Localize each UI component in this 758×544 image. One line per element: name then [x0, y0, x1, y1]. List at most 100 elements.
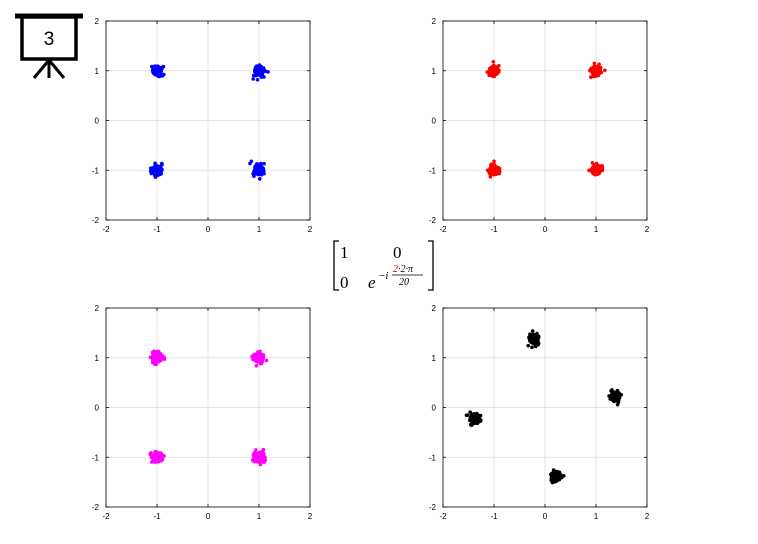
sample-point	[154, 169, 158, 174]
sample-point	[487, 70, 491, 74]
sample-point	[617, 391, 621, 396]
sample-point	[588, 68, 592, 73]
sample-point	[477, 417, 481, 421]
sample-point	[551, 468, 556, 472]
sample-point	[251, 173, 256, 178]
x-tick-label: -1	[153, 225, 161, 234]
sample-point	[528, 332, 532, 337]
x-tick-label: 2	[645, 225, 650, 234]
x-tick-label: 2	[645, 512, 650, 521]
y-tick-label: 0	[432, 117, 437, 126]
sample-point	[603, 68, 607, 73]
sample-point	[260, 171, 264, 175]
matrix-fraction-numerator: 2·2·π	[393, 264, 414, 275]
x-tick-label: 1	[257, 512, 262, 521]
constellation-point-cluster	[251, 63, 270, 82]
sample-point	[597, 62, 601, 67]
sample-point	[159, 454, 163, 459]
sample-point	[156, 358, 161, 363]
constellation-point-cluster	[248, 159, 266, 181]
sample-point	[615, 388, 620, 393]
sample-point	[150, 453, 155, 458]
sample-point	[261, 355, 265, 359]
sample-point	[607, 394, 611, 398]
constellation-point-cluster	[464, 410, 483, 427]
x-tick-label: 2	[308, 512, 313, 521]
constellation-point-cluster	[148, 449, 166, 464]
x-tick-label: 1	[257, 225, 262, 234]
sample-point	[250, 458, 255, 462]
sample-point	[154, 163, 159, 168]
matrix-entry-r1c2: 0	[393, 243, 402, 262]
sample-point	[256, 171, 261, 176]
sample-point	[251, 353, 256, 358]
sample-point	[597, 69, 602, 74]
x-tick-label: -2	[102, 512, 110, 521]
sample-point	[159, 172, 163, 176]
sample-point	[491, 59, 496, 64]
sample-point	[264, 358, 269, 363]
sample-point	[258, 70, 263, 75]
sample-point	[595, 73, 600, 77]
x-tick-label: -1	[153, 512, 161, 521]
scatter-plot-4: -2 -1 0 1 2 -2 -1 0 1 2	[429, 304, 650, 521]
y-tick-label: 1	[95, 67, 100, 76]
constellation-point-cluster	[148, 161, 164, 179]
sample-point	[553, 472, 557, 477]
y-tick-label: 1	[432, 67, 437, 76]
sample-point	[152, 362, 157, 366]
sample-point	[530, 345, 534, 350]
y-tick-label: -2	[429, 503, 437, 512]
sample-point	[533, 344, 538, 349]
x-tick-label: 0	[543, 225, 548, 234]
y-tick-label: -1	[92, 166, 100, 175]
y-tick-label: -2	[92, 503, 100, 512]
sample-point	[248, 161, 252, 166]
sample-point	[530, 329, 535, 333]
sample-point	[477, 413, 481, 418]
sample-point	[260, 73, 264, 77]
sample-point	[593, 171, 598, 175]
constellation-plots: -2 -1 0 1 2 -2 -1 0 1 2 -2 -1 0 1 2 -2 -1 0 1 2 -2 -1 0 1 2 -2 -1 0…	[92, 17, 650, 521]
sample-point	[610, 389, 615, 394]
sample-point	[600, 168, 605, 173]
sample-point	[254, 448, 258, 452]
sample-point	[597, 164, 601, 169]
slide-number: 3	[44, 29, 55, 50]
sample-point	[148, 166, 153, 171]
sample-point	[613, 396, 618, 401]
sample-point	[495, 166, 500, 171]
sample-point	[153, 64, 157, 68]
sample-point	[151, 353, 155, 358]
sample-point	[529, 337, 534, 342]
sample-point	[154, 349, 159, 354]
numerator-rest: ·2·π	[398, 264, 414, 275]
y-tick-label: -2	[429, 216, 437, 225]
sample-point	[467, 418, 472, 422]
sample-point	[160, 354, 165, 358]
sample-point	[155, 68, 160, 72]
sample-point	[157, 356, 162, 360]
sample-point	[149, 460, 154, 464]
x-tick-label: -2	[439, 225, 447, 234]
sample-point	[154, 456, 159, 461]
x-tick-label: -2	[102, 225, 110, 234]
sample-point	[527, 335, 531, 340]
constellation-point-cluster	[588, 61, 607, 79]
x-tick-label: 0	[206, 225, 211, 234]
sample-point	[257, 177, 262, 181]
constellation-point-cluster	[148, 349, 167, 367]
y-tick-label: -2	[92, 216, 100, 225]
constellation-point-cluster	[526, 329, 541, 350]
sample-point	[591, 165, 595, 170]
sample-point	[260, 459, 265, 464]
y-tick-label: -1	[429, 453, 437, 462]
sample-point	[489, 162, 494, 167]
sample-point	[491, 168, 496, 172]
sample-point	[261, 451, 266, 455]
sample-point	[160, 74, 165, 78]
constellation-point-cluster	[250, 349, 269, 368]
sample-point	[150, 358, 155, 362]
constellation-point-cluster	[485, 59, 501, 79]
